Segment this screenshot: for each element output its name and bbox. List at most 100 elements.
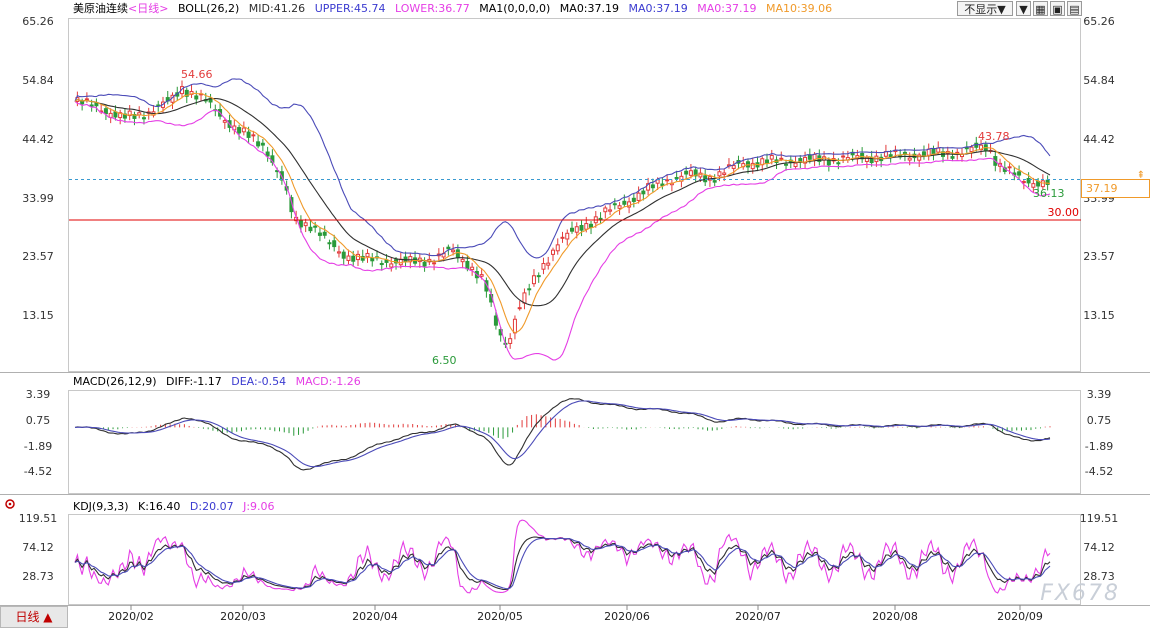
kdj-tick-right: 28.73 (1083, 570, 1115, 583)
candle-body (1040, 180, 1045, 188)
kdj-pane[interactable] (68, 514, 1081, 605)
candle-body (641, 190, 646, 195)
candle-body (1045, 179, 1050, 185)
candle-body (251, 134, 256, 137)
candle-body (631, 197, 636, 202)
candle-body (798, 158, 803, 162)
candle-body (517, 307, 522, 310)
macd-label[interactable]: MACD(26,12,9) (73, 375, 157, 388)
candle-body (222, 120, 227, 123)
candle-body (603, 207, 608, 213)
candle-body (717, 171, 722, 177)
candle-body (384, 259, 389, 263)
candle-body (1026, 178, 1031, 184)
candle-body (660, 183, 665, 187)
macd-legend: MACD(26,12,9) DIFF:-1.17 DEA:-0.54 MACD:… (73, 375, 367, 389)
candle-body (712, 180, 717, 183)
boll-mid-line (74, 97, 1051, 307)
macd-value: MACD:-1.26 (295, 375, 361, 388)
time-label: 2020/03 (220, 610, 266, 623)
annotation-high-aug: 43.78 (978, 130, 1010, 143)
candle-body (636, 192, 641, 201)
instrument-name[interactable]: 美原油连续 (73, 2, 128, 15)
candle-body (298, 220, 303, 228)
macd-series (74, 398, 1051, 471)
chart-menu-button[interactable]: ▼ (1016, 1, 1031, 16)
annotation-high-feb: 54.66 (181, 68, 213, 81)
ma-label[interactable]: MA1(0,0,0,0) (479, 2, 551, 15)
candle-body (113, 111, 118, 118)
candle-body (765, 159, 770, 164)
boll-label[interactable]: BOLL(26,2) (177, 2, 240, 15)
candle-body (617, 205, 622, 209)
layout-button[interactable]: ▦ (1033, 1, 1048, 16)
price-tick-left: 33.99 (22, 192, 54, 205)
boll-upper: UPPER:45.74 (314, 2, 386, 15)
price-tick-right: 65.26 (1083, 15, 1115, 28)
macd-tick-right: -1.89 (1085, 440, 1113, 453)
time-label: 2020/05 (477, 610, 523, 623)
candle-body (570, 227, 575, 232)
indicator-dropdown[interactable]: 不显示▼ (957, 1, 1013, 16)
candle-body (89, 104, 94, 107)
candle-body (921, 151, 926, 157)
kdj-d: D:20.07 (189, 500, 234, 513)
kdj-label[interactable]: KDJ(9,3,3) (73, 500, 129, 513)
candle-body (317, 232, 322, 236)
candle-body (622, 200, 627, 205)
period-switch-button[interactable]: 日线 ▲ (0, 606, 68, 628)
settings-gear-icon[interactable] (5, 499, 15, 509)
candle-body (84, 98, 89, 101)
candle-body (289, 197, 294, 213)
time-label: 2020/06 (604, 610, 650, 623)
candle-body (379, 263, 384, 266)
candle-body (336, 251, 341, 254)
candle-body (731, 165, 736, 169)
kdj-legend: KDJ(9,3,3) K:16.40 D:20.07 J:9.06 (73, 500, 281, 514)
annotation-low-sep: 36.13 (1033, 187, 1065, 200)
candle-body (650, 184, 655, 189)
price-tick-right: 23.57 (1083, 250, 1115, 263)
candle-body (536, 275, 541, 278)
annotation-low-apr: 6.50 (432, 354, 457, 367)
kdj-tick-right: 74.12 (1083, 541, 1115, 554)
macd-tick-left: 0.75 (26, 414, 51, 427)
ma10-value: MA10:39.06 (765, 2, 833, 15)
candle-body (555, 244, 560, 252)
kdj-tick-left: 119.51 (19, 512, 58, 525)
candle-body (332, 240, 337, 248)
kdj-tick-left: 28.73 (22, 570, 54, 583)
candle-body (1017, 171, 1022, 176)
macd-diff-line (74, 398, 1051, 471)
price-tick-left: 13.15 (22, 309, 54, 322)
candle-body (803, 156, 808, 164)
price-pane[interactable] (68, 18, 1081, 372)
macd-dea-line (74, 400, 1051, 468)
price-axis-left: 65.26 54.84 44.42 33.99 23.57 13.15 (22, 15, 54, 322)
price-tick-left: 54.84 (22, 74, 54, 87)
candle-body (465, 260, 470, 270)
candle-body (550, 249, 555, 255)
candle-body (470, 266, 475, 271)
ma0-value-1: MA0:37.19 (559, 2, 620, 15)
candle-body (512, 318, 517, 334)
candle-body (931, 148, 936, 155)
window-button[interactable]: ▣ (1050, 1, 1065, 16)
candle-body (612, 203, 617, 206)
candle-body (422, 261, 427, 267)
candle-body (684, 170, 689, 175)
candle-body (665, 179, 670, 182)
period-tag[interactable]: <日线> (128, 2, 169, 15)
ma0-value-3: MA0:37.19 (697, 2, 757, 15)
macd-pane[interactable] (68, 390, 1081, 494)
panel-button[interactable]: ▤ (1067, 1, 1082, 16)
candle-body (589, 223, 594, 228)
boll-lower-line (74, 101, 1051, 361)
macd-dea: DEA:-0.54 (231, 375, 287, 388)
candle-body (888, 154, 893, 158)
candle-body (341, 251, 346, 259)
kdj-d-line (74, 537, 1051, 590)
price-tick-right: 44.42 (1083, 133, 1115, 146)
